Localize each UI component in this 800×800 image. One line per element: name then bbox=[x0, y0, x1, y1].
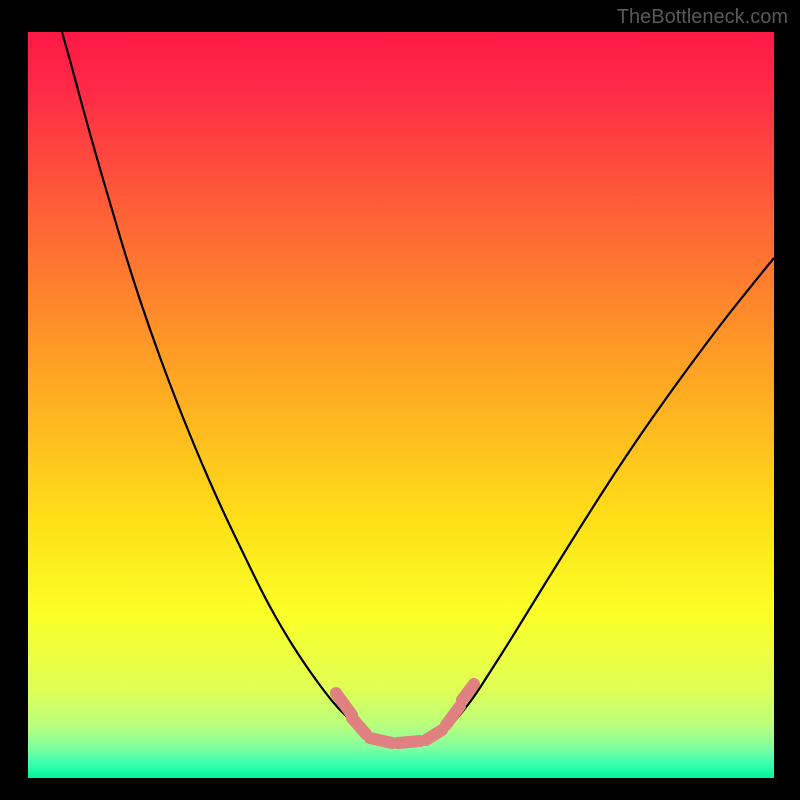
chart-container: TheBottleneck.com bbox=[0, 0, 800, 800]
valley-dash bbox=[336, 693, 352, 715]
valley-dash bbox=[398, 741, 420, 743]
main-curve bbox=[62, 32, 774, 743]
valley-dash bbox=[446, 706, 460, 725]
valley-dash bbox=[352, 718, 366, 734]
curve-layer bbox=[28, 32, 774, 778]
valley-dash bbox=[370, 738, 392, 743]
plot-area bbox=[28, 32, 774, 778]
valley-dash bbox=[426, 730, 442, 740]
watermark-text: TheBottleneck.com bbox=[617, 6, 788, 29]
